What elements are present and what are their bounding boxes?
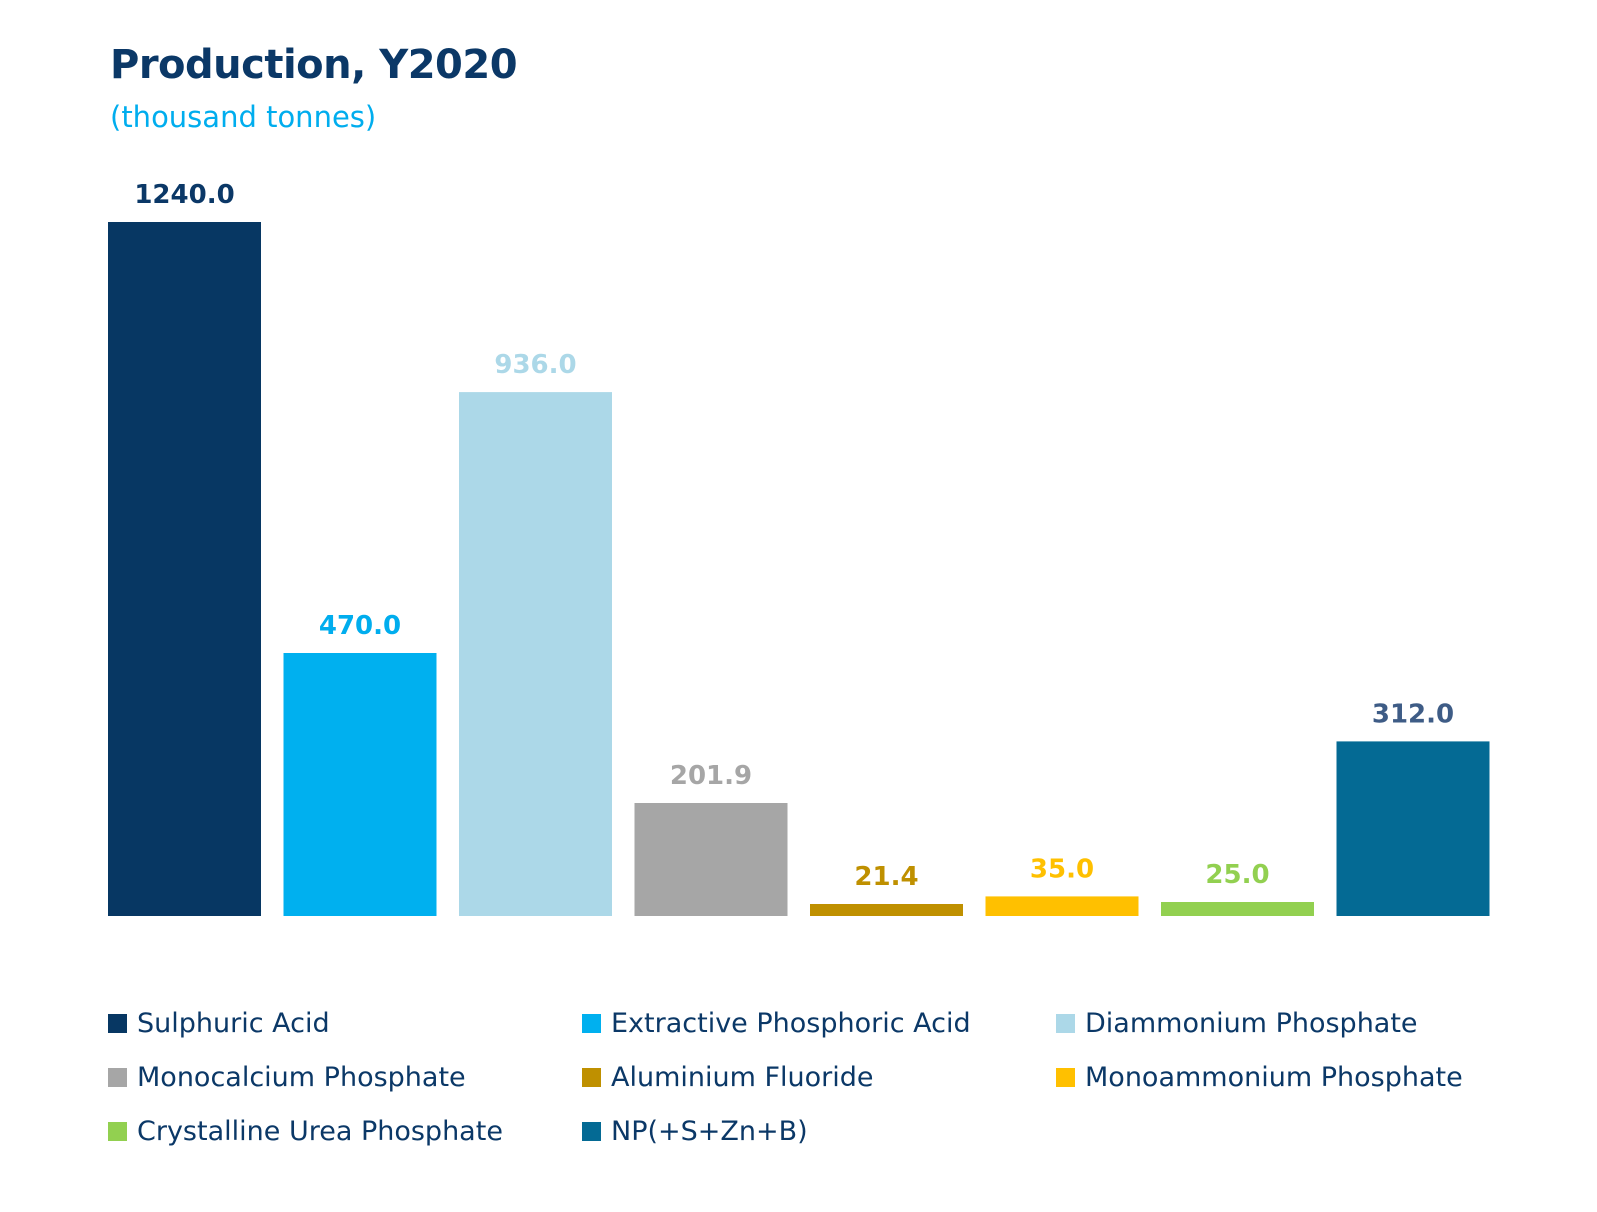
legend-label: Crystalline Urea Phosphate	[137, 1116, 503, 1147]
legend-swatch	[582, 1122, 601, 1141]
chart-title: Production, Y2020	[110, 42, 518, 88]
bar-value-label: 936.0	[494, 350, 576, 380]
legend-item: Sulphuric Acid	[108, 1008, 330, 1039]
bar-3	[459, 392, 612, 917]
bar-value-label: 21.4	[854, 862, 918, 892]
legend-swatch	[108, 1068, 127, 1087]
legend-item: Aluminium Fluoride	[582, 1062, 874, 1093]
legend-label: Extractive Phosphoric Acid	[611, 1008, 971, 1039]
legend-swatch	[1056, 1068, 1075, 1087]
legend-item: Diammonium Phosphate	[1056, 1008, 1418, 1039]
bar-8	[1336, 741, 1490, 916]
bar-value-label: 1240.0	[134, 180, 234, 210]
bar-5	[810, 904, 963, 916]
legend-item: Extractive Phosphoric Acid	[582, 1008, 971, 1039]
legend-swatch	[108, 1122, 127, 1141]
bar-6	[985, 896, 1139, 916]
bar-4	[634, 803, 788, 916]
legend-swatch	[108, 1014, 127, 1033]
bar-value-label: 35.0	[1030, 854, 1094, 884]
bar-value-label: 312.0	[1372, 699, 1454, 729]
bar-chart: 1240.0 470.0 936.0 201.9 21.4 35.0 25.0 312.0	[108, 180, 1490, 917]
legend-label: Monocalcium Phosphate	[137, 1062, 466, 1093]
bar-1	[108, 222, 261, 916]
bar-value-label: 470.0	[319, 611, 401, 641]
legend-label: NP(+S+Zn+B)	[611, 1116, 808, 1147]
legend-item: NP(+S+Zn+B)	[582, 1116, 808, 1147]
bar-2	[283, 653, 437, 916]
bar-7	[1161, 902, 1314, 916]
legend-item: Crystalline Urea Phosphate	[108, 1116, 503, 1147]
legend-label: Diammonium Phosphate	[1085, 1008, 1418, 1039]
chart-subtitle: (thousand tonnes)	[110, 100, 377, 134]
bar-value-label: 201.9	[670, 761, 752, 791]
legend-label: Sulphuric Acid	[137, 1008, 330, 1039]
legend-swatch	[582, 1014, 601, 1033]
legend-label: Monoammonium Phosphate	[1085, 1062, 1463, 1093]
legend-item: Monoammonium Phosphate	[1056, 1062, 1463, 1093]
legend-swatch	[1056, 1014, 1075, 1033]
legend-item: Monocalcium Phosphate	[108, 1062, 466, 1093]
legend-label: Aluminium Fluoride	[611, 1062, 874, 1093]
legend-swatch	[582, 1068, 601, 1087]
bar-value-label: 25.0	[1205, 860, 1269, 890]
